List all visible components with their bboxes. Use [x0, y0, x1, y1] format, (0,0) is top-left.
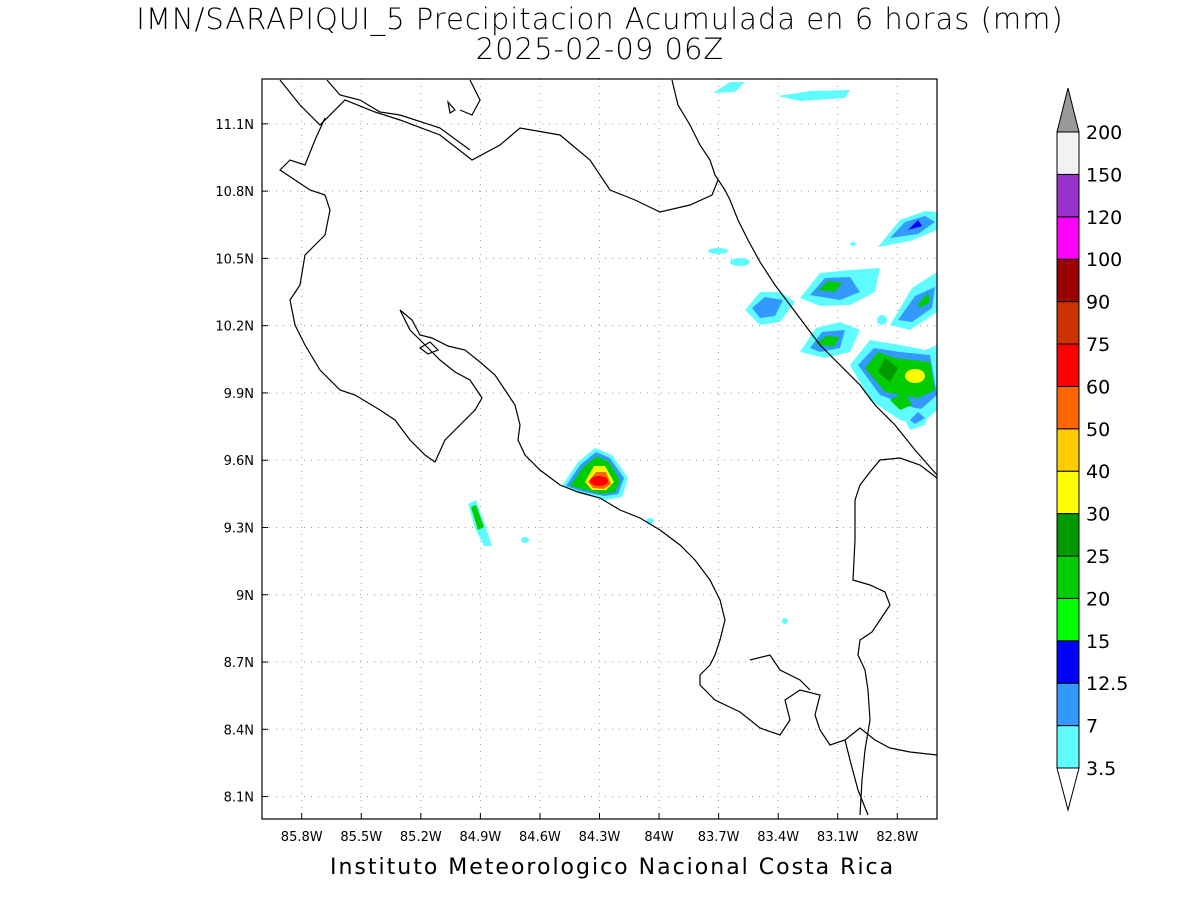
map-frame	[261, 78, 938, 820]
lon-tick-label: 85.2W	[400, 830, 442, 845]
colorbar-label: 15	[1086, 631, 1110, 653]
osa-peninsula	[749, 654, 811, 691]
colorbar-label: 120	[1086, 207, 1122, 229]
colorbar-segment	[1056, 301, 1080, 345]
colorbar-label: 40	[1086, 461, 1110, 483]
colorbar-segment	[1056, 343, 1080, 387]
colorbar-label: 50	[1086, 419, 1110, 441]
map-subtitle: 2025-02-09 06Z	[475, 32, 725, 66]
colorbar-label: 25	[1086, 546, 1110, 568]
map-grid	[262, 79, 937, 819]
colorbar-label: 150	[1086, 164, 1122, 186]
nicoya-gulf	[399, 309, 938, 756]
lon-tick-label: 84.3W	[579, 830, 621, 845]
precip-cell-central-core	[590, 476, 608, 486]
precip-cell-e-2b	[752, 297, 783, 318]
colorbar-segment	[1056, 385, 1080, 430]
colorbar-label: 60	[1086, 376, 1110, 398]
colorbar-under-arrow	[1056, 767, 1080, 812]
colorbar-label: 30	[1086, 504, 1110, 526]
lat-tick-label: 11.1N	[215, 118, 254, 133]
lake-island	[447, 99, 456, 114]
pacific-coast-north	[279, 117, 483, 463]
precipitation-field	[468, 82, 937, 624]
lat-tick-label: 9.6N	[224, 454, 254, 469]
colorbar-segment	[1056, 725, 1080, 769]
colorbar-label: 12.5	[1086, 673, 1128, 695]
nicaragua-border	[279, 79, 719, 213]
colorbar-label: 75	[1086, 334, 1110, 356]
precip-dot-f	[850, 242, 856, 246]
precip-dot-d	[730, 258, 750, 266]
lat-tick-label: 9.9N	[224, 387, 254, 402]
precip-cell-e-4c	[816, 336, 840, 347]
lat-tick-label: 10.5N	[215, 252, 254, 267]
colorbar-segment	[1056, 640, 1080, 684]
precip-cell-e-6	[890, 392, 912, 410]
lat-axis: 11.1N 10.8N 10.5N 10.2N 9.9N 9.6N 9.3N 9N 8.7N 8.…	[215, 118, 268, 806]
colorbar-segment	[1056, 555, 1080, 599]
colorbar-segment	[1056, 258, 1080, 303]
lon-tick-label: 84.9W	[459, 830, 501, 845]
lat-tick-label: 8.7N	[224, 656, 254, 671]
lat-tick-label: 10.2N	[215, 320, 254, 335]
map-title: IMN/SARAPIQUI_5 Precipitacion Acumulada …	[136, 2, 1064, 36]
colorbar-segment	[1056, 682, 1080, 727]
lat-tick-label: 8.4N	[224, 723, 254, 738]
nicaragua-lake-shore	[326, 79, 471, 151]
colorbar-segment	[1056, 428, 1080, 472]
nicaragua-north	[459, 79, 481, 116]
colorbar: 3.5 7 12.5 15 20 25 30 40 50 60 75 90 100 120 150 200	[1056, 87, 1128, 812]
precip-dot-a	[521, 537, 529, 543]
colorbar-segment	[1056, 216, 1080, 260]
colorbar-label: 200	[1086, 122, 1122, 144]
coastlines	[279, 79, 938, 816]
lat-tick-label: 8.1N	[224, 791, 254, 806]
colorbar-label: 20	[1086, 588, 1110, 610]
lon-tick-label: 82.8W	[876, 830, 918, 845]
lon-tick-label: 83.4W	[757, 830, 799, 845]
lon-tick-label: 83.7W	[698, 830, 740, 845]
colorbar-segment	[1056, 470, 1080, 515]
colorbar-label: 3.5	[1086, 758, 1116, 780]
precip-cell-west-inner	[471, 505, 484, 530]
lon-tick-label: 83.1W	[817, 830, 859, 845]
lon-tick-label: 84.6W	[519, 830, 561, 845]
precip-cell-e-5d	[878, 358, 898, 382]
precip-cell-e-7b	[910, 412, 925, 424]
lat-tick-label: 9N	[236, 589, 254, 604]
panama-border	[852, 457, 938, 816]
footer-credit: Instituto Meteorologico Nacional Costa R…	[330, 855, 896, 880]
lat-tick-label: 10.8N	[215, 185, 254, 200]
nicoya-island	[418, 341, 440, 355]
colorbar-over-arrow	[1056, 87, 1080, 133]
precip-cell-ne-1c	[908, 220, 922, 230]
panama-coast-south	[844, 739, 869, 816]
precip-cell-e-5e	[905, 369, 925, 383]
precip-dot-b	[646, 518, 654, 524]
precip-dot-c	[782, 618, 788, 624]
colorbar-segment	[1056, 597, 1080, 642]
precip-band-north-2	[778, 90, 850, 101]
colorbar-segment	[1056, 173, 1080, 218]
precip-band-north	[713, 82, 745, 93]
colorbar-segment	[1056, 131, 1080, 175]
lat-tick-label: 9.3N	[224, 521, 254, 536]
colorbar-label: 7	[1086, 716, 1098, 738]
lon-tick-label: 85.5W	[340, 830, 382, 845]
colorbar-segment	[1056, 513, 1080, 557]
lon-tick-label: 84W	[644, 830, 674, 845]
colorbar-label: 90	[1086, 292, 1110, 314]
precip-cell-e-1c	[818, 281, 842, 292]
lon-axis: 85.8W 85.5W 85.2W 84.9W 84.6W 84.3W 84W 83.7W 83…	[281, 813, 918, 845]
lon-tick-label: 85.8W	[281, 830, 323, 845]
precip-dot-g	[877, 315, 887, 325]
caribbean-coast	[671, 79, 938, 476]
precip-dot-e	[708, 248, 728, 254]
colorbar-label: 100	[1086, 249, 1122, 271]
precip-cell-e-3c	[918, 293, 930, 308]
